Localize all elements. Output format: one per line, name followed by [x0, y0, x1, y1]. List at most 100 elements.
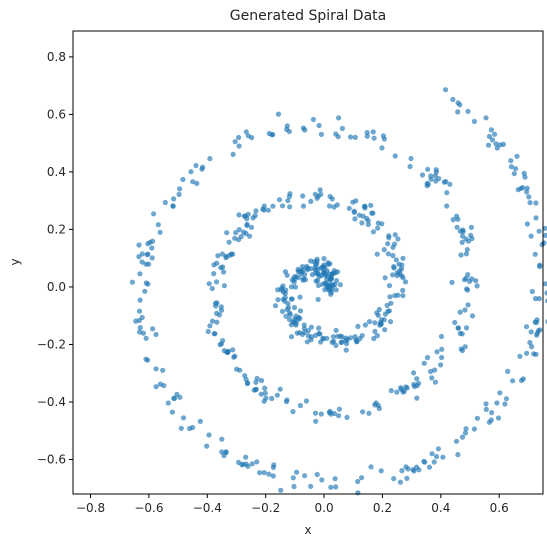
data-point [392, 232, 398, 238]
data-point [302, 277, 308, 283]
data-point [368, 464, 374, 470]
data-point [236, 134, 242, 141]
data-point [432, 379, 438, 385]
data-point [224, 230, 230, 236]
data-point [528, 233, 534, 239]
data-point [249, 461, 255, 467]
data-point [435, 446, 441, 452]
data-point [205, 328, 211, 335]
data-point [320, 336, 326, 342]
data-point [143, 280, 149, 286]
data-point [143, 356, 149, 362]
data-point [274, 392, 280, 398]
data-point [194, 180, 200, 186]
data-point [428, 173, 434, 179]
data-point [428, 368, 434, 375]
data-point [468, 224, 474, 230]
data-point [333, 484, 339, 490]
data-point [316, 325, 322, 331]
x-tick-label: −0.8 [76, 501, 105, 515]
data-point [276, 197, 283, 203]
data-point [314, 195, 320, 201]
data-point [169, 409, 175, 415]
data-point [190, 179, 196, 185]
data-point [290, 475, 296, 481]
data-point [464, 247, 470, 253]
data-point [469, 313, 476, 319]
data-point [285, 198, 291, 204]
data-point [532, 296, 539, 302]
data-point [290, 409, 296, 415]
data-point [236, 212, 242, 218]
data-point [230, 251, 236, 257]
data-point [523, 324, 530, 330]
data-point [459, 239, 465, 245]
data-point [333, 327, 339, 333]
data-point [385, 241, 391, 247]
data-point [288, 284, 295, 290]
data-point [176, 191, 182, 197]
data-point [333, 342, 339, 348]
y-axis-ticks: −0.6 −0.4 −0.2 0.0 0.2 0.4 0.6 0.8 [37, 50, 73, 466]
data-point [293, 313, 299, 319]
data-point [386, 235, 392, 241]
data-point [463, 251, 469, 257]
data-point [279, 308, 286, 314]
data-point [153, 366, 159, 372]
data-point [305, 328, 311, 334]
data-point [243, 454, 249, 460]
data-point [236, 237, 242, 243]
data-point [211, 331, 217, 337]
data-point [439, 346, 445, 352]
data-point [219, 449, 225, 455]
data-point [379, 145, 385, 151]
data-point [305, 333, 311, 339]
data-point [232, 235, 238, 241]
data-point [230, 151, 236, 157]
data-point [386, 283, 393, 289]
data-point [270, 473, 276, 479]
data-point [200, 164, 206, 170]
data-point [381, 247, 387, 253]
data-point [224, 349, 230, 355]
data-point [318, 131, 324, 137]
data-point [505, 368, 511, 374]
data-point [369, 210, 375, 216]
data-point [433, 178, 439, 184]
data-point [452, 319, 458, 326]
data-point [352, 134, 358, 140]
data-point [447, 181, 453, 187]
data-point [377, 322, 383, 328]
data-point [528, 329, 534, 335]
data-point [289, 277, 295, 283]
x-axis-label: x [304, 523, 311, 537]
data-point [286, 316, 293, 323]
data-point [521, 170, 527, 176]
data-point [368, 202, 374, 208]
data-point [209, 318, 216, 324]
data-point [136, 308, 143, 314]
data-point [378, 468, 384, 474]
data-point [336, 115, 342, 121]
data-point [343, 347, 349, 353]
data-point [303, 398, 309, 404]
data-point [284, 126, 290, 132]
data-point [462, 344, 468, 350]
data-point [313, 278, 319, 284]
data-point [233, 230, 239, 236]
data-point [301, 326, 308, 332]
data-point [411, 370, 417, 376]
data-point [493, 141, 499, 147]
data-point [145, 241, 151, 247]
data-point [226, 239, 232, 245]
data-point [321, 256, 327, 262]
data-point [254, 459, 260, 465]
data-point [236, 143, 242, 149]
data-point [140, 330, 146, 336]
data-point [297, 308, 304, 314]
data-point [308, 198, 314, 204]
x-axis-ticks: −0.8 −0.6 −0.4 −0.2 0.0 0.2 0.4 0.6 [76, 494, 509, 515]
data-point [372, 320, 378, 326]
data-point [372, 328, 378, 334]
data-point [322, 287, 328, 293]
